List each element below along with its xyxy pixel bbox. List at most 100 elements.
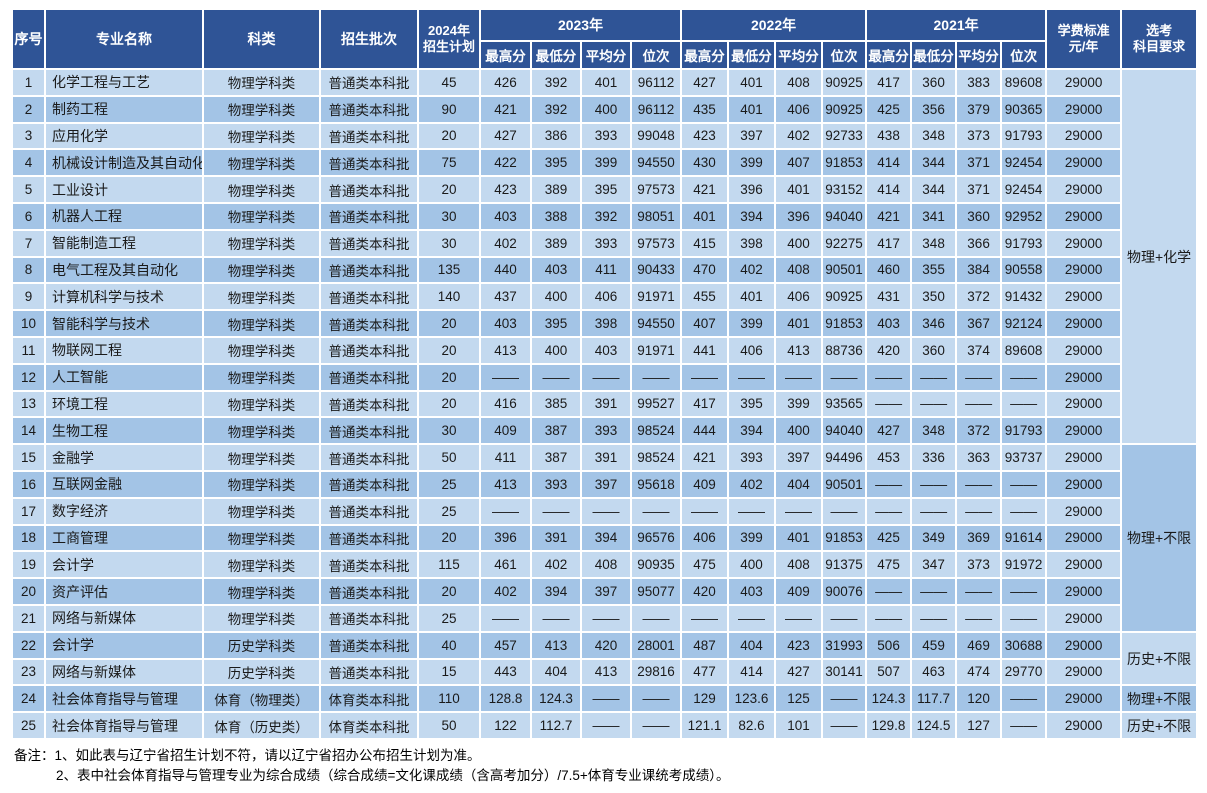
- cell-2023-rank: 91971: [629, 335, 683, 365]
- cell-2023-avg: 393: [580, 121, 632, 151]
- cell-category: 体育（历史类）: [202, 711, 321, 740]
- cell-no: 23: [11, 657, 46, 687]
- cell-2022-avg: 401: [774, 309, 824, 338]
- cell-2021-avg: 379: [955, 94, 1003, 124]
- cell-2021-rank: 92454: [1000, 148, 1048, 178]
- cell-2021-max: 129.8: [865, 711, 913, 740]
- cell-2023-rank: ——: [629, 603, 683, 633]
- cell-no: 10: [11, 309, 46, 338]
- cell-2022-avg: 408: [774, 255, 824, 285]
- table-row-23: 23 网络与新媒体 历史学科类 普通类本科批 15 443 404 413 29816 477 41…: [11, 657, 1197, 687]
- cell-2021-max: 427: [865, 416, 913, 446]
- cell-2021-max: 507: [865, 657, 913, 687]
- cell-major: 化学工程与工艺: [44, 68, 204, 97]
- cell-2021-max: 425: [865, 523, 913, 553]
- cell-2021-rank: 91432: [1000, 282, 1048, 312]
- cell-category: 历史学科类: [202, 657, 321, 687]
- cell-2023-rank: 95077: [629, 577, 683, 606]
- col-header-2023-max: 最高分: [479, 40, 532, 70]
- cell-2021-max: 124.3: [865, 684, 913, 714]
- cell-2023-rank: ——: [629, 362, 683, 392]
- cell-tuition: 29000: [1045, 603, 1123, 633]
- cell-2023-max: 411: [479, 443, 532, 472]
- cell-2021-min: 344: [910, 175, 958, 204]
- cell-2023-avg: 408: [580, 550, 632, 580]
- cell-2021-min: 346: [910, 309, 958, 338]
- cell-2021-max: 425: [865, 94, 913, 124]
- cell-2021-max: 417: [865, 68, 913, 97]
- table-row-24: 24 社会体育指导与管理 体育（物理类） 体育类本科批 110 128.8 124.3 —— —…: [11, 684, 1199, 714]
- cell-batch: 普通类本科批: [319, 443, 419, 472]
- cell-2023-rank: ——: [629, 711, 683, 740]
- cell-plan-2024: 135: [417, 255, 481, 285]
- cell-2021-rank: ——: [1000, 711, 1048, 740]
- cell-2023-max: 443: [479, 657, 532, 687]
- cell-2023-avg: 398: [580, 309, 632, 338]
- cell-2023-rank: 90433: [629, 255, 683, 285]
- col-header-no: 序号: [11, 8, 46, 70]
- cell-2022-avg: 125: [774, 684, 824, 714]
- cell-major: 资产评估: [44, 577, 204, 606]
- cell-2021-rank: 91972: [1000, 550, 1048, 580]
- cell-major: 工商管理: [44, 523, 204, 553]
- cell-major: 智能制造工程: [44, 228, 204, 258]
- cell-2021-max: ——: [865, 469, 913, 499]
- cell-2022-max: ——: [680, 362, 730, 392]
- cell-2022-min: 402: [727, 469, 777, 499]
- cell-2021-min: 344: [910, 148, 958, 178]
- notes: 备注：1、如此表与辽宁省招生计划不符，请以辽宁省招办公布招生计划为准。 2、表中…: [14, 746, 1207, 786]
- cell-2023-max: 426: [479, 68, 532, 97]
- cell-category: 物理学科类: [202, 255, 321, 285]
- note-line-2: 2、表中社会体育指导与管理专业为综合成绩（综合成绩=文化课成绩（含高考加分）/7…: [56, 767, 730, 783]
- cell-no: 22: [11, 630, 46, 660]
- cell-batch: 普通类本科批: [319, 309, 419, 338]
- cell-tuition: 29000: [1045, 443, 1123, 472]
- cell-2021-avg: 369: [955, 523, 1003, 553]
- cell-2021-max: 475: [865, 550, 913, 580]
- cell-2022-max: 407: [680, 309, 730, 338]
- cell-2021-max: 453: [865, 443, 913, 472]
- cell-2021-min: 341: [910, 201, 958, 231]
- cell-2023-max: 402: [479, 228, 532, 258]
- col-header-year-2023: 2023年: [478, 8, 683, 42]
- cell-2021-min: 459: [910, 630, 958, 660]
- cell-subject-requirement: 物理+不限: [1120, 684, 1199, 714]
- cell-tuition: 29000: [1045, 228, 1123, 258]
- cell-2023-min: ——: [530, 496, 582, 526]
- cell-2022-avg: 101: [774, 711, 824, 740]
- cell-2021-max: 438: [865, 121, 913, 151]
- cell-major: 会计学: [44, 550, 204, 580]
- cell-2021-min: 117.7: [910, 684, 958, 714]
- cell-2023-avg: 391: [580, 389, 632, 419]
- col-header-2021-max: 最高分: [865, 40, 913, 70]
- cell-2022-max: 475: [680, 550, 730, 580]
- cell-2022-rank: 90925: [821, 282, 868, 312]
- cell-2023-min: 395: [530, 148, 582, 178]
- cell-2022-min: 401: [727, 68, 777, 97]
- cell-2023-max: 416: [479, 389, 532, 419]
- cell-2021-avg: 371: [955, 148, 1003, 178]
- cell-2023-max: 403: [479, 309, 532, 338]
- cell-2022-avg: 400: [774, 228, 824, 258]
- cell-no: 2: [11, 94, 46, 124]
- cell-2023-avg: 403: [580, 335, 632, 365]
- cell-major: 应用化学: [44, 121, 204, 151]
- cell-batch: 普通类本科批: [319, 389, 419, 419]
- cell-plan-2024: 90: [417, 94, 481, 124]
- cell-2022-max: 455: [680, 282, 730, 312]
- cell-2022-min: 394: [727, 416, 777, 446]
- cell-2023-avg: 401: [580, 68, 632, 97]
- cell-2023-max: 427: [479, 121, 532, 151]
- cell-major: 网络与新媒体: [44, 603, 204, 633]
- cell-2022-max: 421: [680, 175, 730, 204]
- cell-2022-avg: 401: [774, 175, 824, 204]
- cell-2022-min: 402: [727, 255, 777, 285]
- cell-2023-min: 389: [530, 228, 582, 258]
- col-header-2023-rank: 位次: [629, 40, 683, 70]
- cell-tuition: 29000: [1045, 362, 1123, 392]
- table-row-4: 4 机械设计制造及其自动化 物理学科类 普通类本科批 75 422 395 399 94550 4…: [11, 148, 1197, 178]
- cell-no: 24: [11, 684, 46, 714]
- cell-tuition: 29000: [1045, 94, 1123, 124]
- cell-2022-avg: 408: [774, 68, 824, 97]
- cell-major: 机器人工程: [44, 201, 204, 231]
